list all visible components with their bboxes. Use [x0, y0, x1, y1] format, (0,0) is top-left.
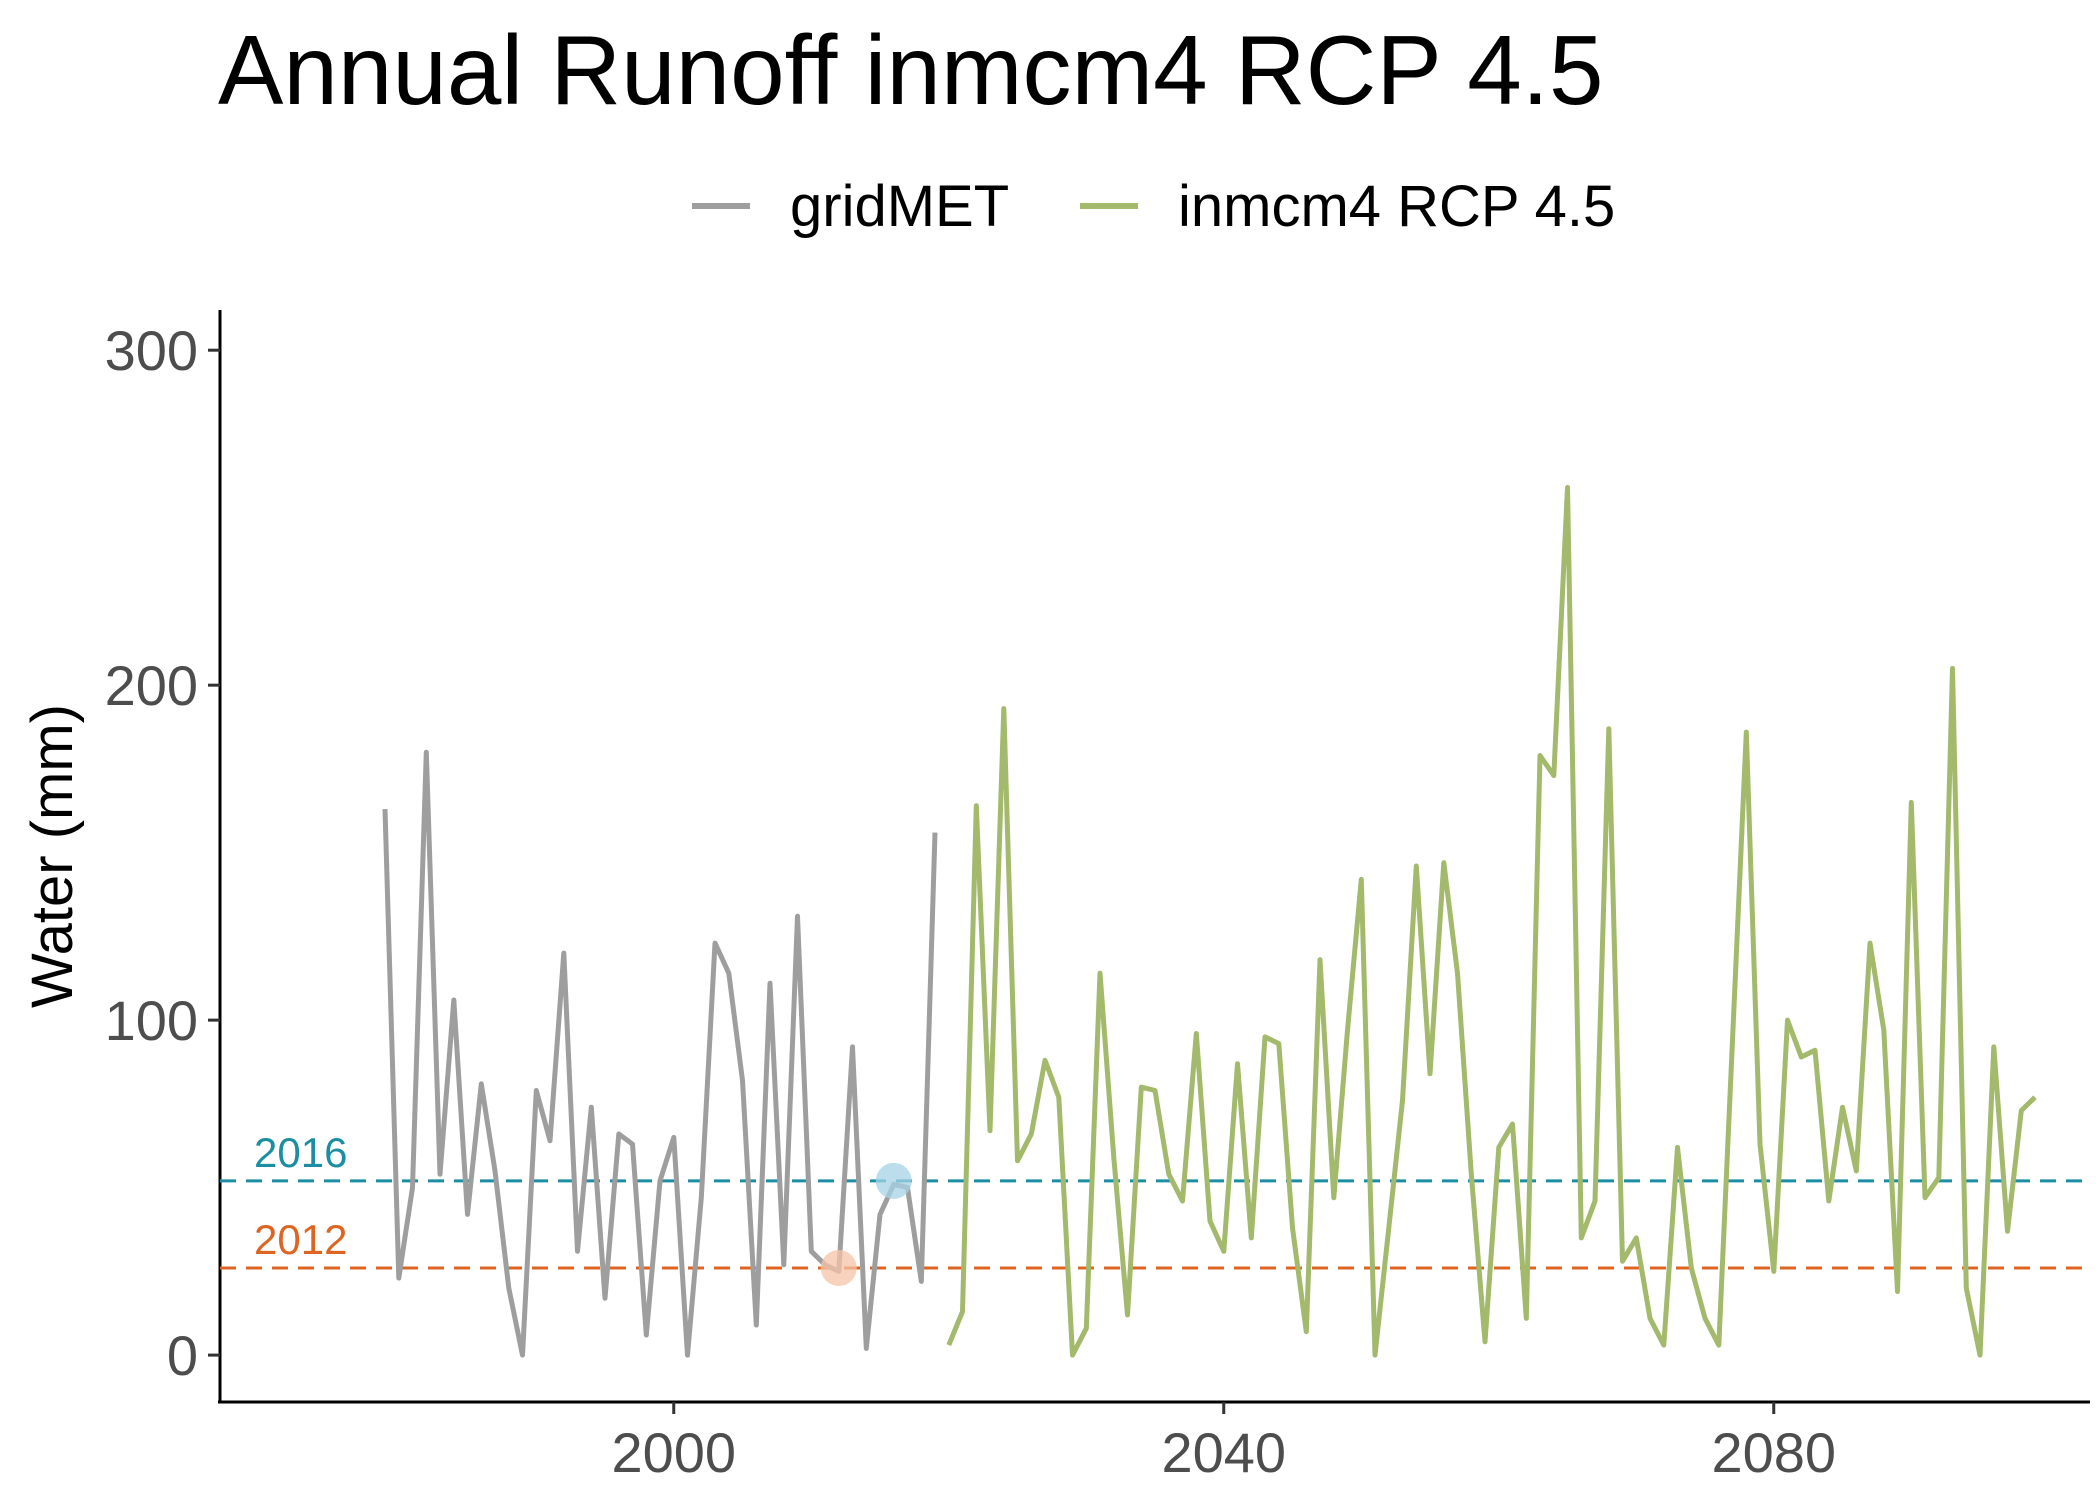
series-line-gridmet: [382, 749, 938, 1358]
y-tick-label: 300: [105, 319, 198, 382]
legend-label-inmcm4: inmcm4 RCP 4.5: [1178, 174, 1615, 239]
highlight-points: [820, 1162, 912, 1287]
series-line-inmcm4: [946, 485, 2037, 1358]
y-tick-label: 0: [167, 1324, 198, 1387]
x-tick-label: 2040: [1161, 1421, 1286, 1484]
x-tick-label: 2080: [1711, 1421, 1836, 1484]
x-tick-label: 2000: [611, 1421, 736, 1484]
reference-label-2012: 2012: [254, 1216, 347, 1263]
series-lines: [382, 485, 2037, 1358]
y-ticks: 0 100 200 300: [105, 319, 220, 1387]
y-tick-label: 100: [105, 989, 198, 1052]
reference-label-2016: 2016: [254, 1129, 347, 1176]
reference-lines: 2016 2012: [220, 1129, 2090, 1270]
highlight-point-2012: [820, 1250, 857, 1287]
y-tick-label: 200: [105, 654, 198, 717]
legend-label-gridmet: gridMET: [790, 174, 1009, 239]
highlight-point-2016: [875, 1162, 912, 1199]
chart-title: Annual Runoff inmcm4 RCP 4.5: [218, 15, 1604, 125]
y-axis-title: Water (mm): [20, 704, 85, 1008]
x-ticks: 2000 2040 2080: [611, 1402, 1836, 1484]
legend: gridMET inmcm4 RCP 4.5: [692, 174, 1615, 239]
